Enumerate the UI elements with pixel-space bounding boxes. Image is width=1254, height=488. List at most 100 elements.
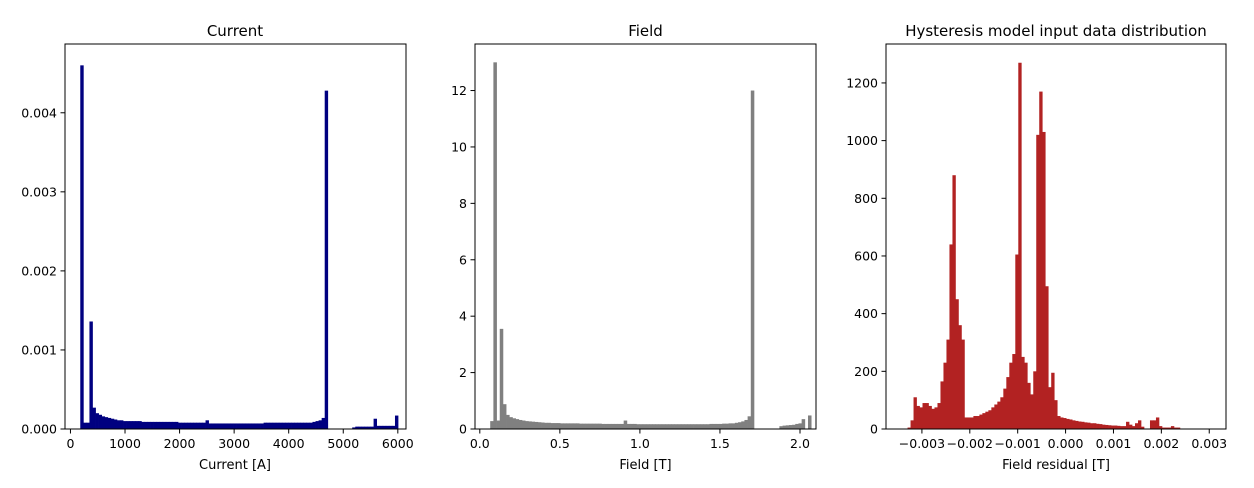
histogram-bar xyxy=(607,423,612,429)
panel-current: Current 0 1000 2000 3000 4000 5000 6000 0.0000… xyxy=(21,22,414,473)
histogram-bar xyxy=(973,416,977,429)
histogram-bar xyxy=(153,421,158,429)
x-tick-label: 0.5 xyxy=(550,436,570,451)
histogram-bar xyxy=(563,423,567,429)
histogram-bar xyxy=(1170,426,1175,429)
histogram-bar xyxy=(728,423,733,429)
histogram-bars xyxy=(80,65,399,430)
histogram-bar xyxy=(1099,424,1103,429)
histogram-bar xyxy=(684,424,688,429)
histogram-bar xyxy=(1141,426,1145,429)
histogram-bar xyxy=(233,423,237,429)
histogram-bar xyxy=(1123,426,1127,429)
histogram-bar xyxy=(291,422,295,429)
histogram-bar xyxy=(309,422,313,429)
histogram-bar xyxy=(187,422,191,429)
histogram-bar xyxy=(1003,388,1007,429)
x-tick-label: 1.5 xyxy=(710,436,730,451)
histogram-bar xyxy=(385,425,390,429)
histogram-bar xyxy=(785,425,790,429)
histogram-bar xyxy=(661,424,666,429)
histogram-bar xyxy=(931,408,935,429)
histogram-bar xyxy=(782,425,787,429)
histogram-bar xyxy=(266,422,271,429)
histogram-bar xyxy=(275,422,280,429)
histogram-bar xyxy=(394,415,399,429)
histogram-bar xyxy=(677,424,682,429)
histogram-bar xyxy=(174,421,179,429)
y-tick-label: 0.001 xyxy=(21,342,57,357)
histogram-bar xyxy=(211,423,216,429)
histogram-bar xyxy=(952,175,956,429)
y-tick-label: 0.002 xyxy=(21,263,57,278)
histogram-bar xyxy=(171,421,176,429)
histogram-bar xyxy=(671,424,675,429)
histogram-bar xyxy=(961,339,965,429)
histogram-bar xyxy=(645,424,650,429)
histogram-bar xyxy=(364,426,368,429)
histogram-bar xyxy=(940,381,944,429)
histogram-bar xyxy=(181,422,185,429)
histogram-bar xyxy=(703,424,707,429)
x-tick-label: 0.000 xyxy=(1048,436,1084,451)
histogram-bar xyxy=(1048,387,1052,429)
histogram-bar xyxy=(967,417,971,429)
histogram-bar xyxy=(123,421,127,429)
histogram-bar xyxy=(779,426,783,429)
histogram-bar xyxy=(382,425,387,429)
x-axis-label: Field [T] xyxy=(619,458,671,473)
histogram-bar xyxy=(193,422,197,429)
histogram-bar xyxy=(245,423,249,429)
histogram-bar xyxy=(1096,423,1100,429)
histogram-bar xyxy=(604,423,609,429)
histogram-bar xyxy=(741,421,745,429)
histogram-bar xyxy=(254,423,258,429)
histogram-bar xyxy=(1155,417,1160,429)
histogram-bar xyxy=(731,423,736,429)
histogram-bar xyxy=(116,420,121,429)
histogram-bar xyxy=(260,423,264,429)
histogram-bar xyxy=(547,422,551,429)
histogram-bar xyxy=(680,424,685,429)
histogram-bar xyxy=(119,420,124,429)
histogram-bar xyxy=(582,423,586,429)
histogram-bar xyxy=(1045,286,1049,429)
histogram-bar xyxy=(150,421,154,429)
histogram-bar xyxy=(979,414,983,429)
histogram-bar xyxy=(699,424,704,429)
histogram-bar xyxy=(306,422,310,429)
histogram-bar xyxy=(303,422,307,429)
histogram-bar xyxy=(138,421,142,429)
y-tick-label: 10 xyxy=(451,139,467,154)
histogram-bar xyxy=(1072,420,1076,429)
histogram-bar xyxy=(144,421,148,429)
histogram-bar xyxy=(496,420,501,429)
x-tick-label: 0.003 xyxy=(1191,436,1227,451)
histogram-bar xyxy=(1066,418,1070,429)
histogram-bar xyxy=(278,422,283,429)
x-tick-label: 0.0 xyxy=(470,436,490,451)
histogram-bar xyxy=(585,423,590,429)
histogram-bar xyxy=(135,421,139,429)
histogram-bar xyxy=(229,423,234,429)
histogram-bar xyxy=(202,422,206,429)
histogram-bar xyxy=(248,423,252,429)
x-tick-label: 1.0 xyxy=(630,436,650,451)
histogram-bar xyxy=(367,426,371,429)
histogram-bar xyxy=(798,423,802,429)
histogram-bar xyxy=(630,423,634,429)
histogram-bar xyxy=(242,423,246,429)
histogram-bar xyxy=(537,422,542,429)
x-tick-label: 4000 xyxy=(273,436,305,451)
histogram-bar xyxy=(636,424,640,429)
histogram-bar xyxy=(1158,426,1163,429)
panel-title: Current xyxy=(207,22,263,40)
histogram-bar xyxy=(696,424,701,429)
panel-title: Hysteresis model input data distribution xyxy=(905,22,1207,40)
x-tick-label: 2.0 xyxy=(790,436,810,451)
panel-field: Field 0.0 0.5 1.0 1.5 2.0 0 2 4 6 8 10 12 Field [T… xyxy=(451,22,817,473)
histogram-bars xyxy=(490,62,812,430)
histogram-bar xyxy=(807,415,812,429)
histogram-bar xyxy=(528,421,532,429)
